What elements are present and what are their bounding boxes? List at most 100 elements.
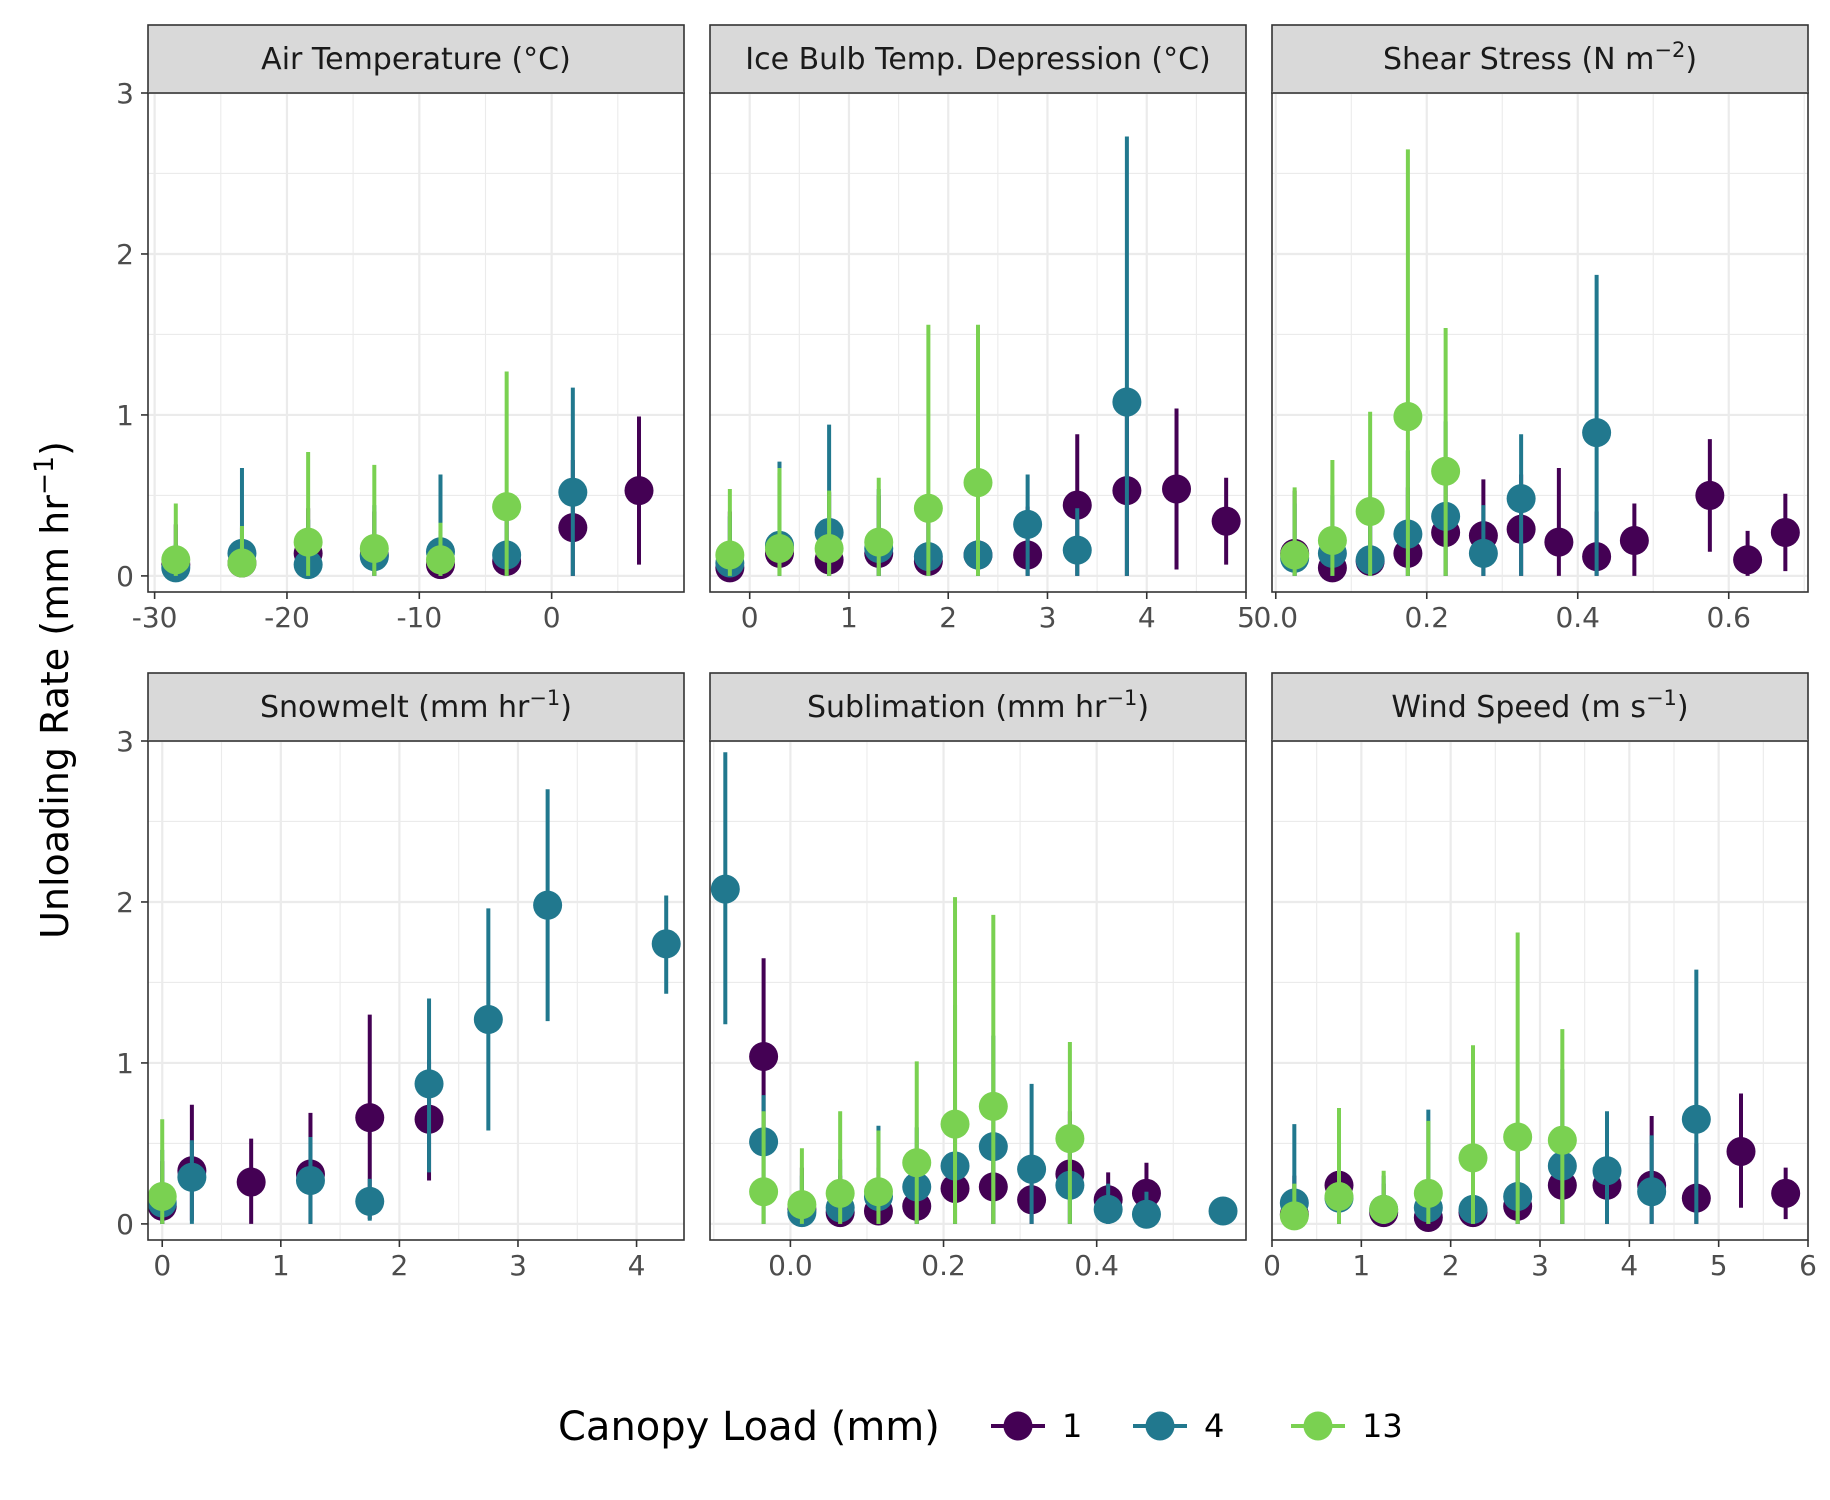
data-point [1369,1194,1399,1224]
data-point [236,1167,266,1197]
x-tick-label: 1 [272,1249,290,1282]
x-tick-label: 0 [543,601,561,634]
panel-snowmelt-mm-hr: Snowmelt (mm hr−1) 0 1 2 3 4 0 1 2 3 [116,672,685,1282]
x-tick-label: 4 [1138,601,1156,634]
y-tick-label: 3 [116,77,134,110]
series-13 [1280,149,1461,576]
data-point [940,1109,970,1139]
x-tick-label: 4 [628,1249,646,1282]
x-axis: 0.0 0.2 0.4 0.6 [1254,592,1751,634]
data-point [764,534,794,564]
y-axis: 0 1 2 3 [116,725,148,1241]
panel-border [709,92,1247,593]
panel-title: Ice Bulb Temp. Depression (°C) [745,42,1210,77]
data-point [1211,506,1241,536]
data-point [1062,490,1092,520]
data-point [902,1148,932,1178]
data-point [1619,525,1649,555]
panel-title: Snowmelt (mm hr−1) [260,686,572,725]
plot-area [148,93,684,592]
data-point [1771,1178,1801,1208]
data-marks [710,752,1238,1229]
x-tick-label: -10 [396,601,442,634]
data-point [963,468,993,498]
strip-wind-speed-m-s [1271,672,1809,742]
panel-shear-stress-n-m: Shear Stress (N m−2) 0.0 0.2 0.4 0.6 [1254,24,1809,634]
legend: Canopy Load (mm) 1 4 13 [558,1404,1403,1450]
panel-border [709,740,1247,1241]
data-point [1547,1125,1577,1155]
series-13 [1279,932,1577,1231]
plot-area [1272,93,1808,592]
data-point [1112,387,1142,417]
plot-area [710,741,1246,1240]
data-point [177,1162,207,1192]
series-13 [161,371,522,578]
y-tick-label: 1 [116,399,134,432]
data-point [1055,1124,1085,1154]
x-axis: 0 1 2 3 4 5 [741,592,1255,634]
legend-label: 4 [1204,1407,1224,1445]
strip-air-temperature-c [147,24,685,94]
x-tick-label: 0.0 [1254,601,1299,634]
y-tick-label: 0 [116,1208,134,1241]
data-point [1582,418,1612,448]
x-tick-label: 1 [840,601,858,634]
legend-label: 13 [1362,1407,1403,1445]
legend-title: Canopy Load (mm) [558,1404,940,1450]
panel-sublimation-mm-hr: Sublimation (mm hr−1) 0.0 0.2 0.4 [709,672,1247,1282]
data-point [355,1186,385,1216]
data-point [864,527,894,557]
data-point [1355,497,1385,527]
x-tick-label: 0.0 [768,1249,813,1282]
legend-dot [1003,1411,1033,1441]
x-tick-label: 0.2 [921,1249,966,1282]
data-point [710,874,740,904]
data-point [1506,484,1536,514]
x-tick-label: 0.4 [1074,1249,1119,1282]
legend-dot [1303,1411,1333,1441]
data-point [1013,509,1043,539]
data-point [1317,525,1347,555]
panel-border [147,740,685,1241]
data-point [1062,535,1092,565]
legend-key-4: 4 [1133,1407,1224,1445]
y-axis: 0 1 2 3 [116,77,148,593]
x-tick-label: 0 [1263,1249,1281,1282]
data-point [1324,1182,1354,1212]
panel-air-temperature-c: Air Temperature (°C) -30 -20 -10 0 0 1 2 3 [116,24,685,634]
data-marks [147,789,681,1224]
data-point [1695,480,1725,510]
x-axis: 0.0 0.2 0.4 [768,1240,1119,1282]
x-tick-label: 5 [1710,1249,1728,1282]
data-marks [1280,149,1800,583]
data-point [1503,1122,1533,1152]
x-tick-label: 0.2 [1404,601,1449,634]
y-tick-label: 3 [116,725,134,758]
x-tick-label: -30 [132,601,178,634]
data-point [787,1190,817,1220]
data-point [359,534,389,564]
data-point [295,1165,325,1195]
legend-key-1: 1 [991,1407,1082,1445]
panel-title: Air Temperature (°C) [261,42,571,77]
data-marks [1279,932,1801,1232]
data-point [1413,1178,1443,1208]
data-point [1726,1136,1756,1166]
panel-title: Shear Stress (N m−2) [1383,38,1697,77]
gridlines [148,91,684,592]
series-13 [147,1119,177,1224]
y-axis-title: Unloading Rate (mm hr−1) [29,441,78,939]
data-point [492,492,522,522]
data-point [1017,1154,1047,1184]
data-point [651,929,681,959]
panel-border [1271,92,1809,593]
strip-snowmelt-mm-hr [147,672,685,742]
x-tick-label: 2 [939,601,957,634]
data-point [1431,456,1461,486]
data-point [293,527,323,557]
data-point [533,890,563,920]
data-point [913,493,943,523]
data-point [1468,538,1498,568]
